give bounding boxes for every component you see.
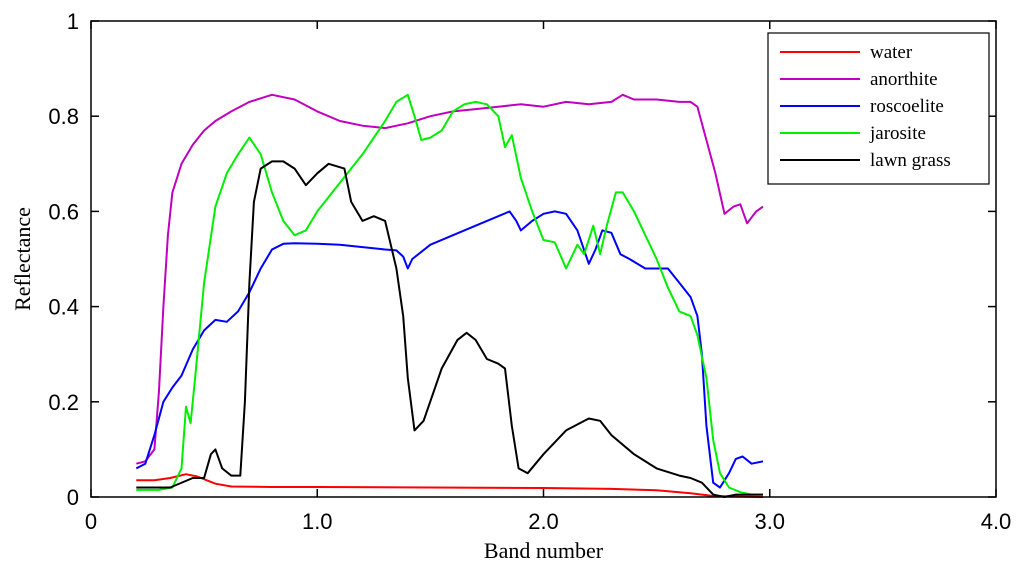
- x-tick-label: 0: [85, 509, 97, 534]
- y-tick-label: 0.2: [48, 390, 79, 415]
- series-line-jarosite: [136, 93, 763, 496]
- y-tick-label: 0: [67, 485, 79, 510]
- legend: water anorthite roscoelite jarosite lawn gra…: [767, 32, 990, 185]
- legend-box: [767, 32, 990, 185]
- x-tick-label: 4.0: [981, 509, 1012, 534]
- series-line-water: [136, 473, 764, 498]
- y-tick-label: 0.8: [48, 104, 79, 129]
- y-axis-label: Reflectance: [10, 207, 35, 311]
- x-axis-label: Band number: [484, 538, 604, 563]
- x-tick-label: 1.0: [302, 509, 333, 534]
- y-tick-label: 0.4: [48, 295, 79, 320]
- plot-area: [135, 93, 764, 498]
- series-line-anorthite: [136, 93, 764, 465]
- y-tick-label: 0.6: [48, 199, 79, 224]
- legend-label: lawn grass: [870, 150, 951, 171]
- legend-label: jarosite: [869, 123, 926, 144]
- series-line-roscoelite: [135, 210, 764, 489]
- y-tick-label: 1: [67, 9, 79, 34]
- legend-label: roscoelite: [870, 96, 944, 117]
- legend-label: anorthite: [870, 69, 938, 90]
- axes: 0 1.0 2.0 3.0 4.0 0 0.2 0.4 0.6 0.8 1: [48, 9, 1011, 534]
- series-line-lawn-grass: [136, 160, 763, 498]
- legend-label: water: [870, 42, 913, 63]
- x-tick-label: 2.0: [528, 509, 559, 534]
- x-tick-label: 3.0: [754, 509, 785, 534]
